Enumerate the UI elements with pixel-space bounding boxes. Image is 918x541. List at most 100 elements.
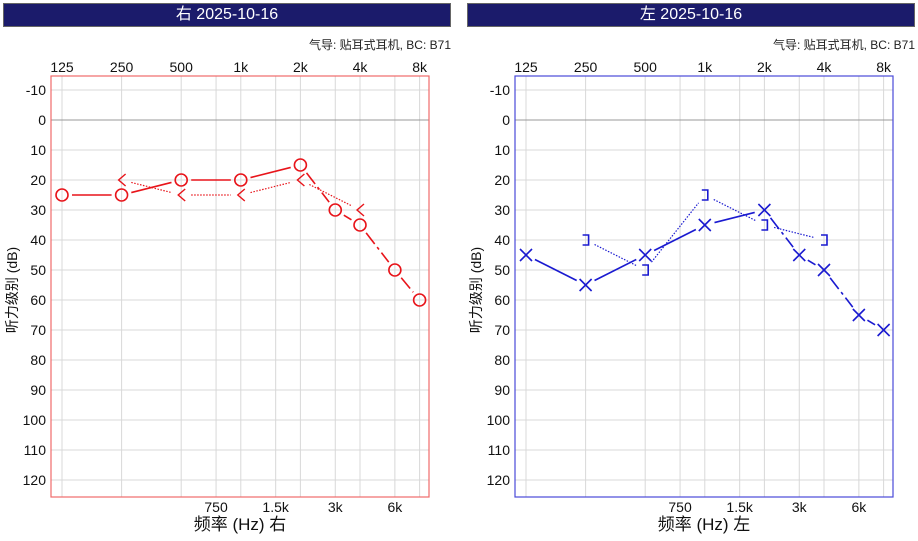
air-conduction-line bbox=[250, 166, 291, 179]
x-tick-label-top: 8k bbox=[412, 59, 428, 75]
plot-frame bbox=[50, 75, 430, 498]
y-tick-label: 120 bbox=[487, 472, 511, 488]
bone-conduction-marker bbox=[761, 219, 769, 231]
x-tick-label-top: 2k bbox=[293, 59, 309, 75]
air-conduction-line bbox=[829, 277, 854, 308]
y-tick-label: 20 bbox=[494, 172, 510, 188]
y-tick-label: 60 bbox=[494, 292, 510, 308]
y-tick-label: 40 bbox=[30, 232, 46, 248]
bone-conduction-line bbox=[309, 183, 352, 207]
bone-conduction-line bbox=[773, 226, 815, 239]
y-tick-label: 80 bbox=[30, 352, 46, 368]
y-tick-label: 10 bbox=[30, 142, 46, 158]
x-tick-label-top: 4k bbox=[353, 59, 369, 75]
x-tick-label-bottom: 750 bbox=[204, 499, 228, 515]
air-conduction-line bbox=[305, 172, 330, 203]
x-tick-label-top: 125 bbox=[514, 59, 538, 75]
air-conduction-marker bbox=[55, 188, 69, 202]
y-axis-label: 听力级别 (dB) bbox=[468, 247, 484, 333]
air-conduction-line bbox=[131, 181, 172, 194]
x-tick-label-top: 1k bbox=[233, 59, 249, 75]
y-tick-label: -10 bbox=[26, 82, 46, 98]
left-ear-audiogram: 气导: 贴耳式耳机, BC: B71 -10 0 10 20 30 40 50 60 70 80 90… bbox=[468, 37, 915, 534]
chart-subtitle: 气导: 贴耳式耳机, BC: B71 bbox=[309, 37, 451, 52]
air-conduction-line bbox=[365, 232, 390, 263]
y-tick-label: 100 bbox=[23, 412, 47, 428]
air-conduction-line bbox=[343, 214, 352, 221]
air-conduction-line bbox=[534, 258, 578, 282]
y-tick-label: 60 bbox=[30, 292, 46, 308]
y-tick-label: 90 bbox=[494, 382, 510, 398]
air-conduction-marker bbox=[877, 323, 891, 337]
y-tick-label: 40 bbox=[494, 232, 510, 248]
bone-conduction-marker bbox=[821, 234, 828, 246]
left-ear-title: 左 2025-10-16 bbox=[467, 3, 915, 27]
x-tick-label-bottom: 750 bbox=[668, 499, 692, 515]
y-tick-label: 80 bbox=[494, 352, 510, 368]
x-tick-label-top: 4k bbox=[817, 59, 833, 75]
air-conduction-marker bbox=[234, 173, 248, 187]
y-tick-label: 110 bbox=[488, 442, 511, 458]
x-tick-label-top: 500 bbox=[170, 59, 194, 75]
bone-conduction-line bbox=[250, 181, 291, 194]
air-conduction-marker bbox=[353, 218, 367, 232]
y-axis-label: 听力级别 (dB) bbox=[4, 247, 20, 333]
air-conduction-line bbox=[653, 228, 697, 252]
bone-conduction-marker bbox=[236, 188, 246, 202]
y-tick-label: 10 bbox=[494, 142, 510, 158]
air-conduction-marker bbox=[852, 308, 866, 322]
y-tick-label: 20 bbox=[30, 172, 46, 188]
x-tick-label-top: 125 bbox=[50, 59, 74, 75]
y-tick-label: 30 bbox=[494, 202, 510, 218]
x-tick-label-top: 250 bbox=[574, 59, 598, 75]
bone-conduction-marker bbox=[642, 264, 649, 276]
x-tick-label-bottom: 3k bbox=[792, 499, 808, 515]
air-conduction-line bbox=[594, 258, 637, 282]
x-tick-label-top: 2k bbox=[757, 59, 773, 75]
air-conduction-line bbox=[769, 217, 794, 248]
air-conduction-line bbox=[400, 277, 414, 293]
air-conduction-marker bbox=[817, 263, 831, 277]
air-conduction-line bbox=[807, 259, 816, 266]
air-conduction-line bbox=[866, 319, 876, 326]
bone-conduction-marker bbox=[117, 173, 127, 187]
bone-conduction-marker bbox=[582, 234, 590, 246]
x-tick-label-top: 250 bbox=[110, 59, 134, 75]
x-tick-label-top: 500 bbox=[634, 59, 658, 75]
air-conduction-marker bbox=[328, 203, 343, 217]
y-tick-label: 100 bbox=[487, 412, 511, 428]
air-conduction-marker bbox=[114, 188, 129, 202]
x-tick-label-bottom: 6k bbox=[851, 499, 867, 515]
air-conduction-marker bbox=[519, 248, 533, 262]
x-axis-label: 频率 (Hz) 右 bbox=[194, 515, 287, 534]
x-axis-label: 频率 (Hz) 左 bbox=[658, 515, 751, 534]
air-conduction-marker bbox=[388, 263, 402, 277]
x-tick-label-bottom: 1.5k bbox=[262, 499, 289, 515]
plot-frame bbox=[514, 75, 894, 498]
left-ear-panel: 左 2025-10-16 气导: 贴耳式耳机, BC: B71 -10 0 10 20 3… bbox=[464, 0, 918, 541]
y-tick-label: 0 bbox=[502, 112, 510, 128]
x-tick-label-bottom: 1.5k bbox=[726, 499, 753, 515]
bone-conduction-line bbox=[650, 202, 700, 263]
x-tick-label-top: 1k bbox=[697, 59, 713, 75]
air-conduction-marker bbox=[412, 293, 427, 307]
right-ear-panel: 右 2025-10-16 气导: 贴耳式耳机, BC: B71 -10 0 10 20 3… bbox=[3, 3, 451, 534]
y-tick-label: 50 bbox=[30, 262, 46, 278]
air-conduction-line bbox=[714, 211, 755, 224]
bone-conduction-marker bbox=[296, 173, 305, 187]
y-tick-label: 120 bbox=[23, 472, 47, 488]
x-tick-label-bottom: 6k bbox=[387, 499, 403, 515]
air-conduction-marker bbox=[293, 158, 308, 172]
x-tick-label-top: 8k bbox=[876, 59, 892, 75]
chart-subtitle: 气导: 贴耳式耳机, BC: B71 bbox=[773, 37, 915, 52]
air-conduction-marker bbox=[579, 278, 593, 292]
bone-conduction-marker bbox=[177, 188, 186, 202]
y-tick-label: 90 bbox=[30, 382, 46, 398]
bone-conduction-marker bbox=[355, 203, 365, 217]
x-tick-label-bottom: 3k bbox=[328, 499, 344, 515]
y-tick-label: 0 bbox=[38, 112, 46, 128]
y-tick-label: 50 bbox=[494, 262, 510, 278]
y-tick-label: 70 bbox=[494, 322, 510, 338]
y-tick-label: -10 bbox=[490, 82, 510, 98]
bone-conduction-line bbox=[594, 243, 637, 267]
